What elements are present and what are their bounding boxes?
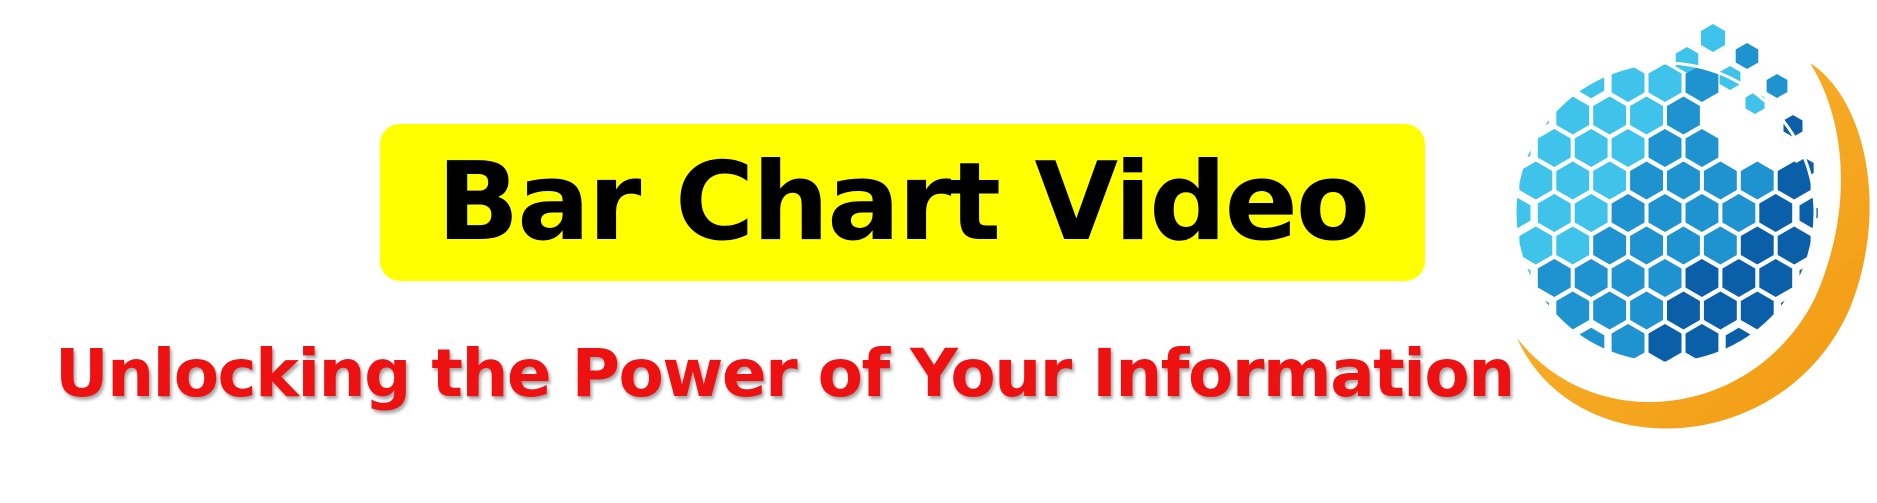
hexagon-cell (1777, 226, 1811, 265)
title-banner: Bar Chart Video (380, 124, 1425, 281)
hexagon-cell (1633, 360, 1660, 363)
hexagon-cell (1670, 360, 1697, 363)
scattered-hexagon (1745, 92, 1765, 114)
hexagon-cell (1667, 226, 1700, 265)
hexagon-cell (1685, 259, 1719, 297)
hexagon-cell (1556, 161, 1590, 200)
hexagon-cell (1740, 226, 1774, 265)
hexagon-cell (1611, 194, 1645, 232)
hexagon-cell (1574, 259, 1608, 297)
hexagon-cell (1522, 295, 1549, 326)
hexagon-cell (1593, 96, 1627, 135)
hexagon-cell (1630, 291, 1663, 330)
hexagon-cell (1722, 259, 1756, 297)
hexagon-cell (1556, 291, 1590, 330)
orange-ring-shape (1517, 63, 1870, 429)
hexagon-cell (1593, 226, 1627, 265)
hexagon-cell (1703, 291, 1737, 330)
hexagon-cell (1611, 129, 1645, 167)
scattered-hexagon (1766, 74, 1788, 98)
hexagon-cell (1593, 291, 1627, 330)
hexagon-cell (1759, 259, 1793, 297)
hexagon-cell (1648, 324, 1682, 362)
hexagon-cell (1667, 96, 1700, 135)
hexagon-cell (1630, 226, 1663, 265)
hexagon-cell (1574, 129, 1608, 167)
hexagon-cell (1685, 129, 1719, 167)
hexagon-cell (1685, 324, 1719, 362)
hexagon-cell (1703, 226, 1737, 265)
page-title: Bar Chart Video (436, 139, 1370, 265)
hexagon-cell (1667, 291, 1700, 330)
hexagon-cell (1522, 100, 1549, 131)
page-subtitle: Unlocking the Power of Your Information (55, 335, 1515, 412)
hexagon-cell (1630, 96, 1663, 135)
scattered-hexagon (1783, 115, 1803, 137)
hexagon-cell (1648, 259, 1682, 297)
hexagon-cell (1519, 161, 1553, 200)
hexagon-cell (1556, 96, 1590, 135)
hexagon-cell (1574, 194, 1608, 232)
hexagon-cell (1515, 197, 1531, 229)
hexagon-cell (1648, 64, 1682, 102)
hexagon-cell (1630, 161, 1663, 200)
hexagon-cell (1593, 161, 1627, 200)
hexagon-cell (1759, 194, 1793, 232)
hexagon-cell (1703, 161, 1737, 200)
hexagon-cell (1556, 226, 1590, 265)
hexagon-cell (1519, 226, 1553, 265)
scattered-hexagons (1675, 24, 1818, 222)
hexagon-cell (1667, 161, 1700, 200)
hexagon-cell (1611, 64, 1645, 102)
hexagon-cell (1633, 63, 1660, 66)
hexagon-cell (1648, 194, 1682, 232)
hexagon-cell (1537, 259, 1571, 297)
scattered-hexagon (1700, 24, 1726, 52)
hexagon-cell (1537, 194, 1571, 232)
hexagon-cell (1685, 194, 1719, 232)
hexagon-cell (1648, 129, 1682, 167)
hexagon-cell (1611, 324, 1645, 362)
hexagon-cell (1537, 129, 1571, 167)
hexagon-cells (1515, 63, 1815, 363)
hexagon-globe-icon (1513, 24, 1870, 429)
hexagon-cell (1685, 64, 1719, 102)
hexagon-cell (1740, 291, 1774, 330)
scattered-hexagon (1735, 43, 1759, 69)
hexagon-cell (1740, 161, 1774, 200)
hexagon-cell (1611, 259, 1645, 297)
globe-rim (1513, 61, 1817, 365)
hexagon-cell (1722, 194, 1756, 232)
